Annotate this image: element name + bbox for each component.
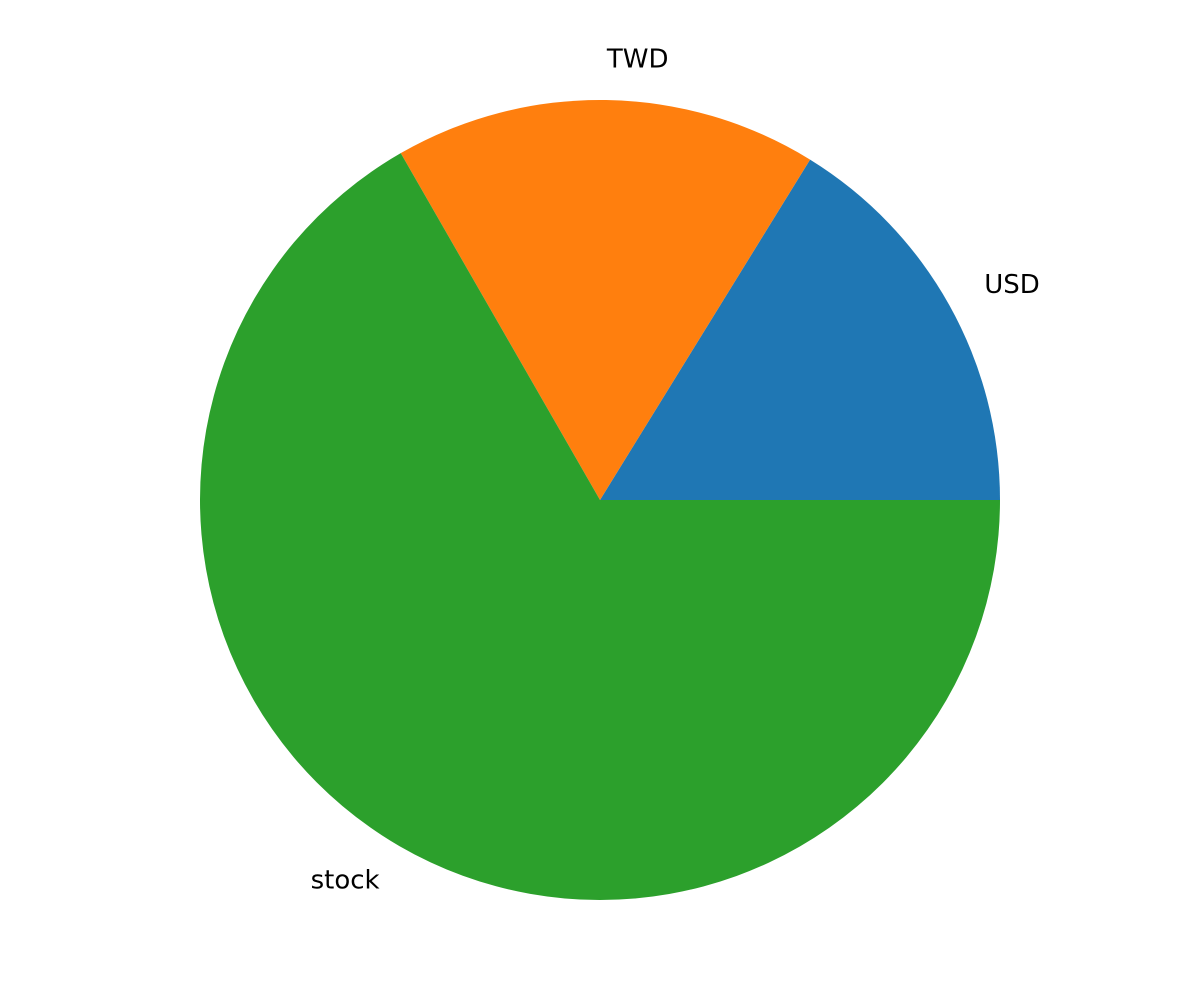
pie-slice-stock	[200, 153, 1000, 900]
pie-slice-usd	[600, 159, 1000, 500]
pie-label-usd: USD	[984, 270, 1040, 300]
pie-labels: USD TWD stock	[311, 45, 1040, 896]
pie-label-twd: TWD	[606, 45, 669, 75]
pie-label-stock: stock	[311, 865, 380, 895]
pie-slice-twd	[400, 99, 811, 501]
pie-slices	[200, 99, 1000, 900]
